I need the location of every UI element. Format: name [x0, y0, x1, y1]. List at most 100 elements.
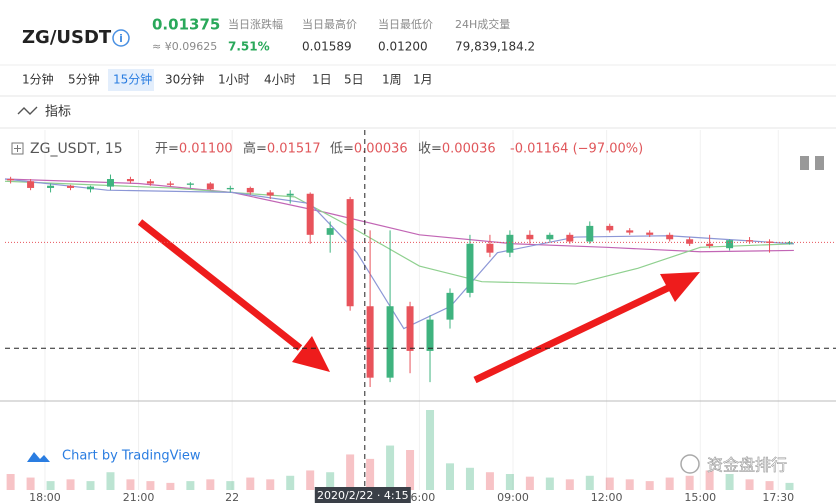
volume-bar: [6, 474, 15, 490]
legend-label: 收=: [418, 142, 442, 157]
volume-bar: [745, 479, 754, 490]
info-icon-glyph: i: [119, 32, 123, 45]
candle-body: [686, 239, 694, 244]
candle-body: [87, 186, 95, 190]
collapse-icon[interactable]: [11, 142, 24, 155]
candle-body: [366, 306, 374, 378]
volume-bar: [166, 482, 175, 490]
moving-average: [4, 178, 794, 330]
legend-value: 0.00036: [354, 142, 408, 157]
stat-value: 79,839,184.2: [455, 40, 535, 54]
candle-body: [526, 234, 534, 240]
x-tick-label: 18:00: [29, 491, 61, 503]
indicators-button[interactable]: 指标: [45, 105, 71, 120]
legend-label: 高=: [243, 141, 267, 157]
volume-bar: [346, 454, 355, 490]
arrow-head: [660, 272, 700, 302]
stat-label: 当日最低价: [378, 17, 433, 31]
interval-tab[interactable]: 1小时: [218, 73, 250, 87]
candle-body: [27, 181, 35, 188]
volume-bar: [326, 472, 335, 490]
interval-tab[interactable]: 15分钟: [113, 72, 152, 87]
info-icon[interactable]: [112, 29, 130, 47]
interval-tab[interactable]: 5日: [344, 73, 364, 87]
collapse-icon-plus: [14, 145, 21, 152]
candle-body: [186, 183, 194, 185]
interval-tab[interactable]: 4小时: [264, 73, 296, 87]
interval-tab[interactable]: 1月: [413, 73, 433, 87]
scale-icon[interactable]: [815, 156, 824, 170]
volume-bar: [406, 450, 415, 490]
candle-body: [706, 243, 714, 246]
interval-tab[interactable]: 30分钟: [165, 72, 204, 87]
candle-body: [106, 179, 114, 187]
candle-body: [47, 185, 55, 188]
volume-bar: [426, 410, 435, 490]
interval-tab[interactable]: 1分钟: [22, 72, 54, 87]
volume-bar: [665, 477, 674, 490]
volume-bar: [785, 482, 794, 490]
volume-bar: [26, 477, 35, 490]
watermark-icon: [680, 454, 700, 474]
volume-bar: [306, 470, 315, 490]
legend-value: 0.01100: [179, 142, 233, 157]
legend-value: 0.00036: [442, 142, 496, 157]
volume-bar: [86, 481, 95, 490]
arrow-down: [137, 219, 303, 351]
arrows: [137, 219, 700, 384]
price-cny: ≈ ¥0.09625: [152, 40, 217, 53]
candle-body: [666, 234, 674, 240]
volume-bar: [186, 481, 195, 490]
attribution[interactable]: Chart by TradingView: [62, 449, 201, 464]
crosshair-label-bg: [314, 487, 411, 503]
crosshair-label: 2020/2/22 · 4:15: [317, 489, 409, 502]
interval-tab[interactable]: 5分钟: [68, 72, 100, 87]
interval-tab[interactable]: 1周: [382, 73, 402, 87]
moving-average: [4, 178, 794, 253]
candle-body: [7, 179, 15, 181]
stat-value: 7.51%: [228, 40, 270, 54]
candle-body: [566, 234, 574, 242]
volume-bar: [465, 467, 474, 490]
candle-body: [146, 181, 154, 184]
candle-body: [786, 242, 794, 244]
volume-bar: [485, 472, 494, 490]
candle-body: [766, 241, 774, 243]
watermark: 资金盘排行: [707, 456, 787, 475]
candle-body: [386, 306, 394, 378]
x-tick-label: 06:00: [404, 491, 436, 503]
x-tick-label: 15:00: [684, 491, 716, 503]
candle-body: [626, 230, 634, 233]
candle-body: [446, 292, 454, 320]
interval-tab[interactable]: 1日: [312, 73, 332, 87]
x-tick-label: 22: [225, 491, 239, 503]
legend-symbol: ZG_USDT, 15: [30, 141, 123, 157]
candle-body: [746, 240, 754, 242]
stat-label: 当日涨跌幅: [228, 17, 283, 31]
volume-bar: [366, 458, 375, 490]
candle-body: [486, 243, 494, 253]
volume-bar: [226, 481, 235, 490]
stat-label: 24H成交量: [455, 17, 510, 31]
candle-body: [206, 183, 214, 190]
scale-icon[interactable]: [800, 156, 809, 170]
volume-bar: [246, 477, 255, 490]
volume-bar: [126, 479, 135, 490]
candle-body: [286, 193, 294, 196]
candle-body: [606, 225, 614, 231]
x-tick-label: 09:00: [497, 491, 529, 503]
x-tick-label: 17:30: [762, 491, 794, 503]
arrow-up: [473, 284, 670, 384]
volume-bar: [206, 479, 215, 490]
volume-bar: [46, 481, 55, 490]
candle-body: [646, 232, 654, 235]
candle-body: [346, 199, 354, 307]
tradingview-logo: [27, 452, 50, 462]
stat-label: 当日最高价: [302, 17, 357, 31]
volume-bar: [66, 479, 75, 490]
legend-value: 0.01517: [267, 142, 321, 157]
candle-body: [726, 240, 734, 249]
legend-label: 开=: [155, 142, 179, 157]
symbol: ZG/USDT: [22, 27, 112, 48]
